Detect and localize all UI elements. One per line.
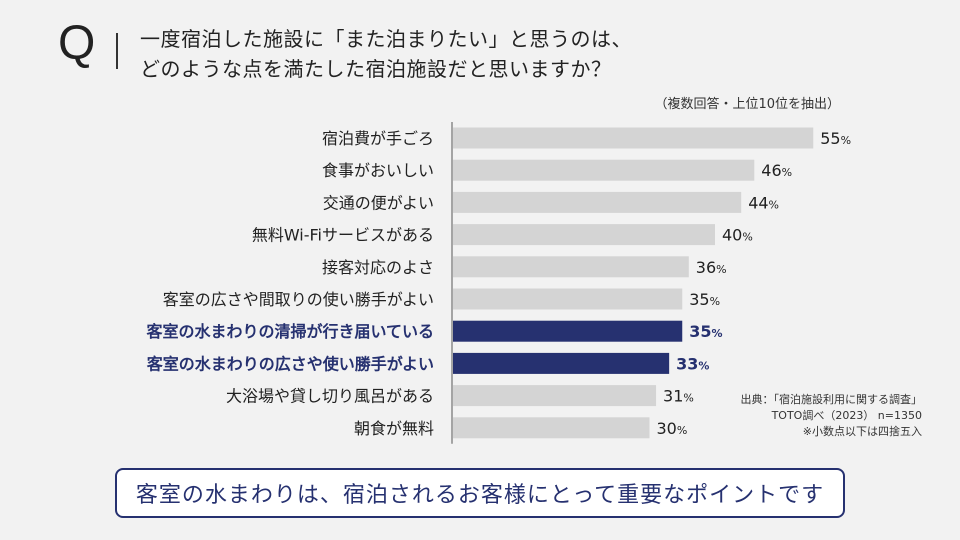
callout-box: 客室の水まわりは、宿泊されるお客様にとって重要なポイントです [115,468,845,518]
bar [453,417,650,439]
category-label: 食事がおいしい [322,161,434,180]
value-label: 33% [676,354,709,373]
value-label: 46% [761,161,792,180]
value-label: 35% [689,322,722,341]
value-label: 35% [689,290,720,309]
bar [453,127,814,149]
question-marker: Q [58,17,96,70]
value-label: 30% [657,419,688,438]
question-text: 一度宿泊した施設に「また泊まりたい」と思うのは、 どのような点を満たした宿泊施設… [140,24,632,84]
bar [453,159,755,181]
category-label: 朝食が無料 [354,419,434,438]
source-line-3: ※小数点以下は四捨五入 [802,425,922,438]
divider [116,33,118,69]
category-label: 接客対応のよさ [322,258,434,277]
value-label: 55% [820,129,851,148]
category-label: 客室の水まわりの広さや使い勝手がよい [147,354,434,373]
value-label: 36% [696,258,727,277]
value-label: 31% [663,387,694,406]
question-line-2: どのような点を満たした宿泊施設だと思いますか？ [140,57,612,81]
category-label: 交通の便がよい [323,193,434,212]
bar [453,191,742,213]
category-label: 無料Wi-Fiサービスがある [252,226,434,245]
category-label: 宿泊費が手ごろ [322,129,434,148]
source-line-1: 出典：「宿泊施設利用に関する調査」 [740,393,923,406]
value-label: 44% [748,193,779,212]
bar [453,256,689,278]
callout-text: 客室の水まわりは、宿泊されるお客様にとって重要なポイントです [135,483,825,508]
category-label: 客室の広さや間取りの使い勝手がよい [163,290,434,309]
source-line-2: TOTO調べ（2023） n=1350 [771,409,922,422]
source-note: 出典：「宿泊施設利用に関する調査」 TOTO調べ（2023） n=1350 ※小… [741,392,923,440]
value-label: 40% [722,226,753,245]
bar [453,288,683,310]
bar [453,320,683,342]
bar [453,385,657,407]
chart-note: （複数回答・上位10位を抽出） [654,97,840,112]
category-label: 大浴場や貸し切り風呂がある [226,387,434,406]
bar [453,224,715,246]
bar [453,352,670,374]
category-label: 客室の水まわりの清掃が行き届いている [146,322,434,341]
question-line-1: 一度宿泊した施設に「また泊まりたい」と思うのは、 [140,27,632,51]
